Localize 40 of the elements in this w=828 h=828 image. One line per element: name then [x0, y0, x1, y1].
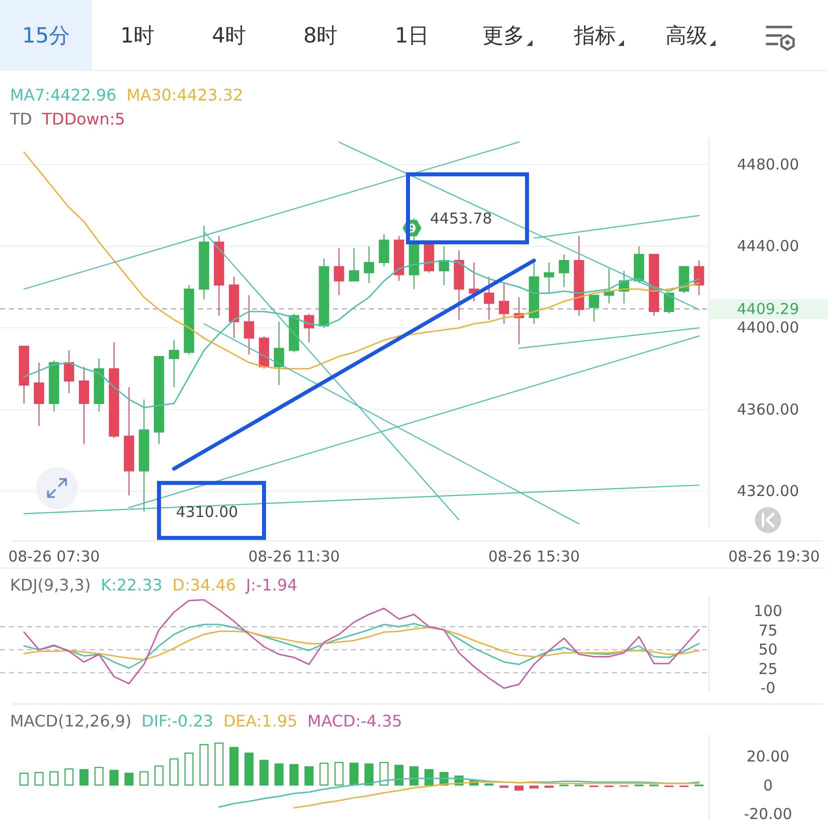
text: D:34.46: [172, 576, 236, 595]
y-tick-label: -20.00: [744, 805, 792, 824]
text: DEA:1.95: [223, 712, 298, 731]
y-tick-label: 4480.00: [736, 155, 800, 174]
text: 高级: [666, 24, 708, 48]
text: MACD:-4.35: [307, 712, 402, 731]
annotation: 4310.00: [176, 502, 238, 521]
chart-title: MACD(12,26,9): [10, 712, 132, 731]
series-label: J:-1.94: [244, 576, 298, 595]
text: K:22.33: [100, 576, 162, 595]
y-tick-label: 25: [758, 660, 778, 678]
text: DIF:-0.23: [142, 712, 214, 731]
text: 4时: [212, 24, 246, 48]
text: TDDown:5: [41, 110, 126, 129]
x-tick-label: 08-26 19:30: [728, 548, 820, 566]
chart-title: KDJ(9,3,3): [10, 576, 91, 595]
y-tick-label: 4440.00: [736, 237, 800, 256]
ref-line-label: 4409.29: [736, 300, 800, 318]
y-tick-label: 4320.00: [736, 482, 800, 500]
text: 更多: [482, 24, 524, 48]
y-tick-label: 4400.00: [736, 318, 800, 337]
y-tick-label: 4360.00: [736, 400, 800, 418]
y-tick-label: -0: [760, 678, 776, 697]
text: 8时: [303, 24, 338, 48]
text: 1日: [394, 24, 430, 48]
text: 1时: [120, 24, 155, 48]
x-tick-label: 08-26 11:30: [248, 548, 340, 566]
text: 指标: [573, 24, 616, 48]
y-tick-label: 20.00: [746, 748, 790, 766]
text: TD: [9, 110, 32, 129]
x-tick-label: 08-26 07:30: [8, 548, 100, 566]
y-tick-label: 100: [754, 602, 782, 620]
text: 15分: [22, 24, 70, 48]
y-tick-label: 0: [763, 776, 773, 794]
y-tick-label: 75: [758, 621, 778, 640]
x-tick-label: 08-26 15:30: [488, 548, 580, 566]
text: MA30:4423.32: [126, 86, 244, 105]
text: MA7:4422.96: [10, 86, 116, 105]
y-tick-label: 50: [758, 640, 778, 659]
annotation: 4453.78: [430, 209, 492, 228]
